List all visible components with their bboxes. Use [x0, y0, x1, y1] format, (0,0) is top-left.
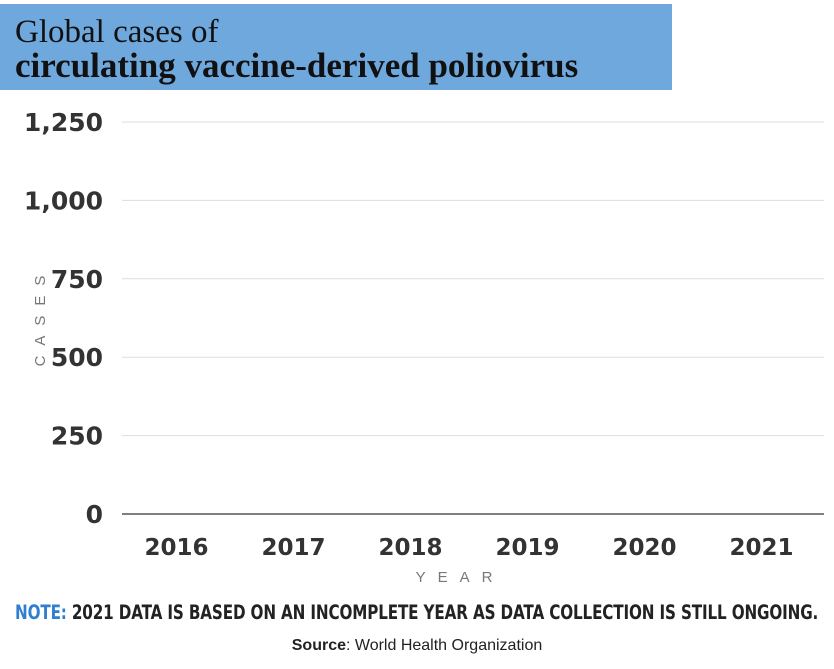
note-prefix: NOTE: — [15, 601, 67, 624]
source-text: : World Health Organization — [346, 637, 543, 654]
x-tick-label: 2020 — [612, 535, 676, 561]
y-tick-label: 1,250 — [24, 108, 103, 137]
x-tick-label: 2019 — [495, 535, 559, 561]
source-label: Source — [291, 637, 346, 654]
note-text: 2021 DATA IS BASED ON AN INCOMPLETE YEAR… — [66, 601, 819, 624]
chart-plot: 0 250 500 750 1,000 1,250 2016 2017 2018 2019 2020… — [24, 108, 824, 586]
chart-title-line2: circulating vaccine-derived poliovirus — [15, 46, 579, 85]
chart-source: Source: World Health Organization — [0, 637, 834, 655]
y-tick-label: 0 — [86, 500, 103, 529]
chart-note: NOTE: 2021 DATA IS BASED ON AN INCOMPLET… — [15, 601, 818, 624]
y-tick-label: 1,000 — [24, 186, 103, 215]
x-axis-title: YEAR — [416, 569, 505, 586]
y-axis-title: CASES — [32, 266, 49, 367]
y-tick-label: 250 — [51, 422, 103, 451]
y-tick-label: 750 — [51, 265, 103, 294]
title-banner: Global cases of circulating vaccine-deri… — [0, 4, 672, 90]
x-tick-label: 2016 — [144, 535, 208, 561]
x-tick-label: 2021 — [729, 535, 793, 561]
x-tick-label: 2017 — [261, 535, 325, 561]
x-tick-label: 2018 — [378, 535, 442, 561]
y-tick-label: 500 — [51, 343, 103, 372]
chart-title-line1: Global cases of — [15, 14, 219, 50]
